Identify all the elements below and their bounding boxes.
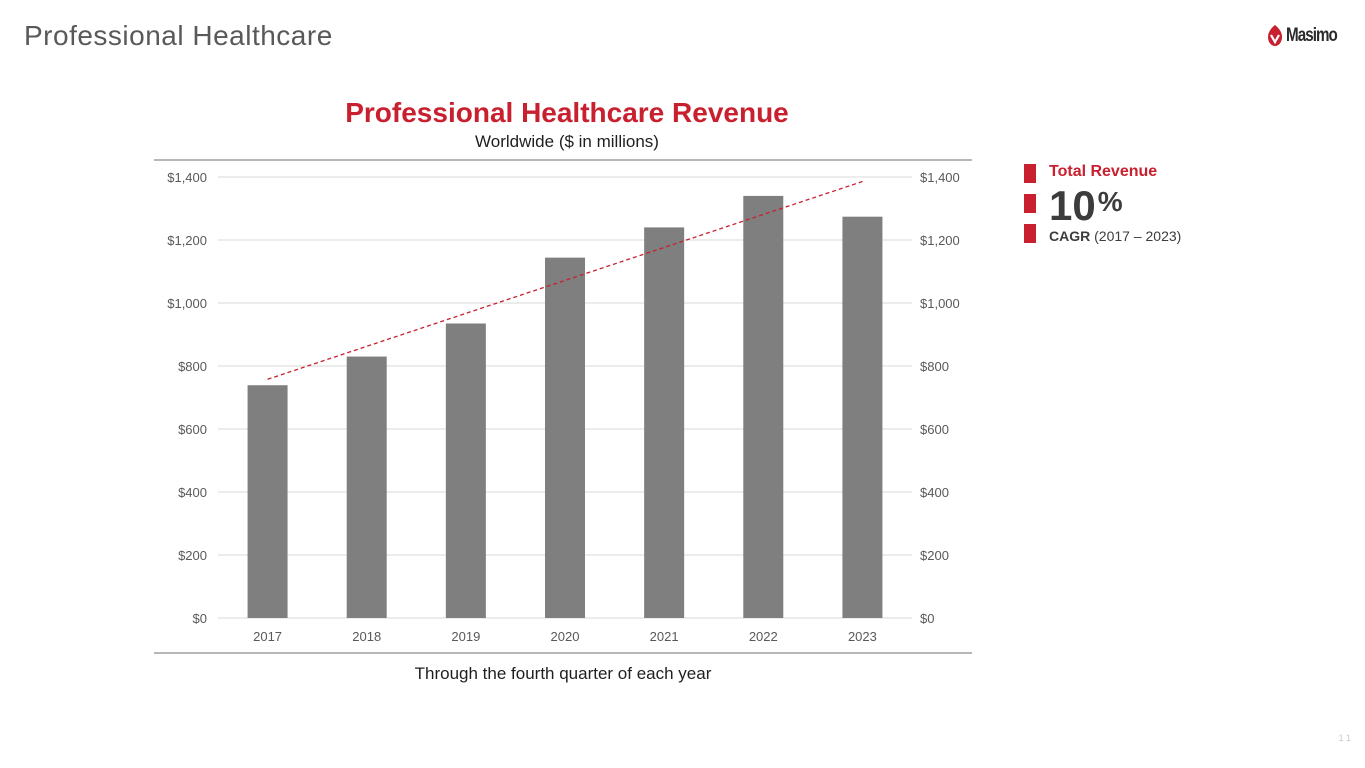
chart-subtitle: Worldwide ($ in millions) [475,132,659,151]
bar-2018 [346,356,387,618]
x-tick-label: 2018 [352,629,381,644]
bar-2021 [644,227,685,618]
y-tick-label-left: $600 [178,422,207,437]
y-tick-label-left: $1,200 [167,233,207,248]
legend-series-label: Total Revenue [1049,163,1158,180]
y-tick-label-right: $1,400 [920,170,960,185]
cagr-number: 10 [1049,182,1096,229]
chart-title: Professional Healthcare Revenue [345,97,789,128]
x-tick-label: 2021 [650,629,679,644]
cagr-label: CAGR [1049,228,1091,244]
y-tick-label-left: $200 [178,548,207,563]
cagr-unit: % [1097,186,1123,217]
masimo-logo: Masimo ® [1267,20,1350,52]
bar-2019 [445,323,486,618]
logo-wordmark: Masimo [1286,25,1338,46]
masimo-logo-icon [1268,25,1282,46]
y-tick-label-right: $600 [920,422,949,437]
page-number: 1 1 [1338,733,1351,743]
y-tick-label-left: $1,400 [167,170,207,185]
bar-2023 [842,216,883,618]
x-tick-label: 2019 [451,629,480,644]
y-tick-label-right: $1,000 [920,296,960,311]
y-tick-label-left: $1,000 [167,296,207,311]
legend-accent-bar [1024,194,1036,213]
bar-2020 [545,257,585,618]
x-tick-label: 2020 [551,629,580,644]
y-tick-label-right: $800 [920,359,949,374]
bar-2017 [247,385,288,618]
x-tick-label: 2022 [749,629,778,644]
slide-title: Professional Healthcare [24,20,333,51]
y-tick-label-right: $1,200 [920,233,960,248]
x-tick-label: 2017 [253,629,282,644]
x-tick-label: 2023 [848,629,877,644]
cagr-caption: CAGR (2017 – 2023) [1049,228,1181,244]
cagr-value: 10% [1049,183,1123,229]
legend-accent-bar [1024,164,1036,183]
y-tick-label-left: $0 [193,611,207,626]
y-tick-label-left: $800 [178,359,207,374]
y-tick-label-right: $400 [920,485,949,500]
legend-accent-bar [1024,224,1036,243]
y-tick-label-right: $200 [920,548,949,563]
chart-footnote: Through the fourth quarter of each year [414,664,712,683]
cagr-range: (2017 – 2023) [1090,228,1182,244]
y-tick-label-right: $0 [920,611,934,626]
bar-2022 [743,195,784,618]
y-tick-label-left: $400 [178,485,207,500]
